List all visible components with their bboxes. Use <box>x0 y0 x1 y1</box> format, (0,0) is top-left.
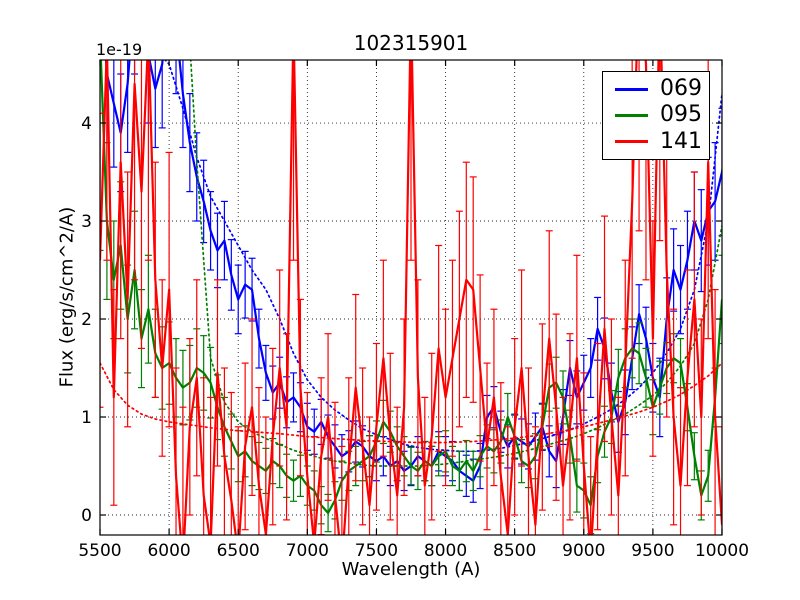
legend-item-095: 095 <box>615 104 702 126</box>
series-141-model-dotted-line <box>100 362 722 444</box>
x-tick-label: 7000 <box>286 541 329 561</box>
y-tick-label: 3 <box>81 212 92 232</box>
y-tick-label: 1 <box>81 408 92 428</box>
x-tick-label: 9500 <box>631 541 674 561</box>
legend-item-141: 141 <box>615 128 702 154</box>
x-tick-label: 10000 <box>695 541 749 561</box>
x-tick-label: 8000 <box>424 541 467 561</box>
legend-line-swatch <box>615 87 648 91</box>
y-tick-label: 0 <box>81 506 92 526</box>
legend-label: 141 <box>660 128 702 154</box>
legend-line-swatch <box>615 113 648 117</box>
legend-line-swatch <box>615 140 648 144</box>
series-141-line <box>100 60 722 535</box>
x-tick-label: 5500 <box>78 541 121 561</box>
x-tick-label: 6500 <box>217 541 260 561</box>
legend-label: 095 <box>660 102 702 128</box>
x-tick-label: 8500 <box>493 541 536 561</box>
x-tick-label: 6000 <box>147 541 190 561</box>
tick-labels: 5500 6000 6500 7000 7500 8000 8500 9000 9500 1000… <box>78 114 749 561</box>
tick-marks <box>99 60 723 535</box>
y-axis-label: Flux (erg/s/cm^2/A) <box>56 206 78 388</box>
plot-title: 102315901 <box>353 31 469 55</box>
axes-frame <box>99 59 723 536</box>
legend-label: 069 <box>660 76 702 102</box>
x-axis-label: Wavelength (A) <box>341 559 481 580</box>
x-tick-label: 9000 <box>562 541 605 561</box>
legend: 069 095 141 <box>602 71 710 160</box>
y-tick-label: 2 <box>81 310 92 330</box>
series-095 <box>100 60 722 535</box>
y-tick-label: 4 <box>81 114 92 134</box>
x-tick-label: 7500 <box>355 541 398 561</box>
y-axis-offset-text: 1e-19 <box>96 40 143 59</box>
legend-item-069: 069 <box>615 78 702 100</box>
